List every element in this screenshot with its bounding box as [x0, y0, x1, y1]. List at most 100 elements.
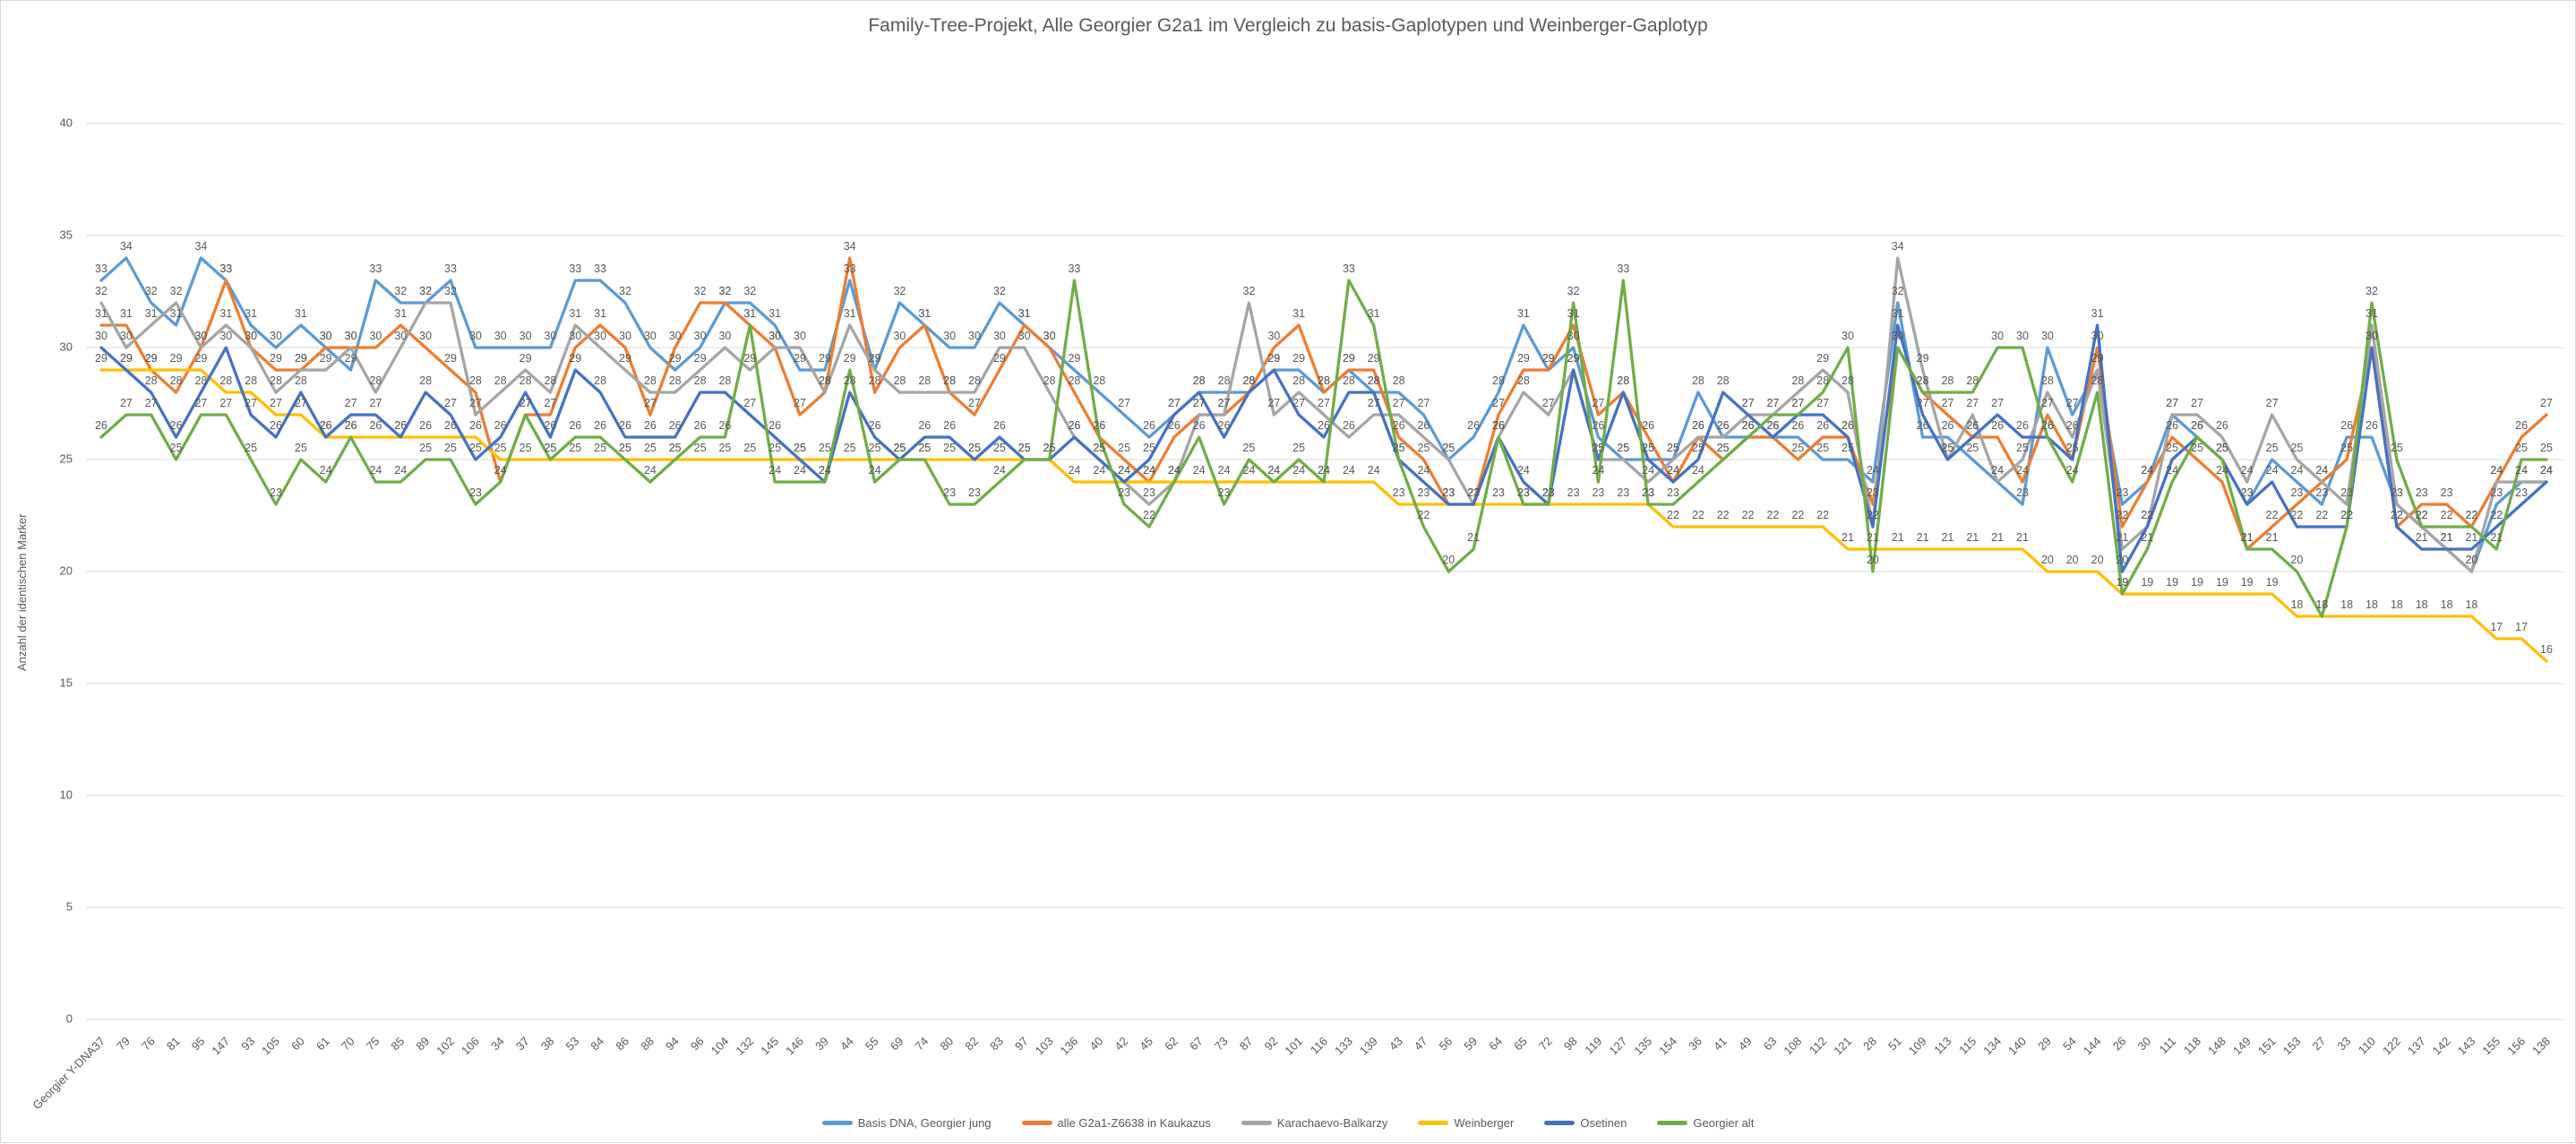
svg-text:40: 40 [60, 116, 73, 129]
svg-text:30: 30 [644, 330, 657, 342]
svg-text:26: 26 [2191, 419, 2203, 432]
svg-text:28: 28 [1393, 374, 1405, 387]
svg-text:28: 28 [819, 374, 831, 387]
svg-text:24: 24 [1168, 464, 1181, 477]
svg-text:24: 24 [2490, 464, 2503, 477]
svg-text:26: 26 [2016, 419, 2029, 432]
svg-text:26: 26 [2191, 419, 2203, 432]
svg-text:20: 20 [2290, 554, 2303, 566]
svg-text:30: 30 [1043, 330, 1056, 342]
svg-text:25: 25 [968, 442, 981, 454]
legend-item-osetinen[interactable]: Osetinen [1544, 1116, 1627, 1130]
legend-item-karachaevo-balkarzy[interactable]: Karachaevo-Balkarzy [1241, 1116, 1387, 1130]
svg-text:26: 26 [494, 419, 507, 432]
svg-text:21: 21 [1917, 531, 1929, 544]
svg-text:28: 28 [170, 374, 183, 387]
svg-text:19: 19 [2116, 576, 2128, 589]
svg-text:25: 25 [918, 442, 931, 454]
svg-text:27: 27 [1218, 397, 1231, 409]
svg-text:30: 30 [194, 330, 207, 342]
svg-text:20: 20 [2465, 554, 2477, 566]
svg-text:21: 21 [2241, 531, 2254, 544]
svg-text:25: 25 [743, 442, 756, 454]
svg-text:24: 24 [2290, 464, 2303, 477]
svg-text:25: 25 [1442, 442, 1455, 454]
svg-text:103: 103 [1033, 1035, 1056, 1058]
svg-text:29: 29 [2091, 352, 2104, 365]
svg-text:29: 29 [1517, 352, 1530, 365]
svg-text:28: 28 [1193, 374, 1206, 387]
svg-text:30: 30 [270, 330, 282, 342]
svg-text:25: 25 [893, 442, 906, 454]
svg-text:27: 27 [519, 397, 532, 409]
svg-text:31: 31 [918, 307, 931, 320]
svg-text:25: 25 [295, 442, 307, 454]
legend-item-alle-g2a1-z6638-in-kaukazus[interactable]: alle G2a1-Z6638 in Kaukazus [1021, 1116, 1211, 1130]
svg-text:21: 21 [2241, 531, 2254, 544]
svg-text:27: 27 [2266, 397, 2279, 409]
svg-text:23: 23 [2116, 486, 2128, 499]
svg-text:25: 25 [2216, 442, 2228, 454]
svg-text:23: 23 [2490, 486, 2503, 499]
svg-text:28: 28 [869, 374, 881, 387]
svg-text:23: 23 [1442, 486, 1455, 499]
svg-text:26: 26 [1766, 419, 1779, 432]
svg-text:26: 26 [2166, 419, 2178, 432]
y-axis-labels: 0 5 10 15 20 25 30 35 40 [60, 116, 73, 1025]
svg-text:25: 25 [1417, 442, 1430, 454]
svg-text:28: 28 [2041, 374, 2054, 387]
legend-item-basis-dna-georgier-jung[interactable]: Basis DNA, Georgier jung [821, 1116, 992, 1130]
svg-text:25: 25 [968, 442, 981, 454]
svg-text:29: 29 [95, 352, 107, 365]
legend-label: Weinberger [1454, 1116, 1515, 1130]
svg-text:27: 27 [469, 397, 482, 409]
svg-text:21: 21 [2490, 531, 2503, 544]
svg-text:27: 27 [2166, 397, 2178, 409]
svg-text:155: 155 [2479, 1035, 2503, 1058]
svg-text:27: 27 [2166, 397, 2178, 409]
svg-text:30: 30 [494, 330, 507, 342]
svg-text:69: 69 [888, 1035, 906, 1054]
svg-text:26: 26 [170, 419, 183, 432]
svg-text:29: 29 [1917, 352, 1929, 365]
svg-text:23: 23 [1218, 486, 1231, 499]
svg-text:33: 33 [219, 262, 232, 275]
svg-text:21: 21 [2441, 531, 2453, 544]
svg-text:29: 29 [1567, 352, 1580, 365]
svg-text:26: 26 [320, 419, 332, 432]
svg-text:23: 23 [1393, 486, 1405, 499]
svg-text:23: 23 [943, 486, 956, 499]
svg-text:112: 112 [1807, 1035, 1829, 1057]
svg-text:95: 95 [189, 1035, 208, 1054]
svg-text:28: 28 [1218, 374, 1231, 387]
svg-text:30: 30 [943, 330, 956, 342]
svg-text:27: 27 [1368, 397, 1380, 409]
legend-item-weinberger[interactable]: Weinberger [1418, 1116, 1514, 1130]
svg-text:19: 19 [2166, 576, 2178, 589]
svg-text:65: 65 [1511, 1035, 1530, 1054]
svg-text:29: 29 [2091, 352, 2104, 365]
svg-text:21: 21 [2116, 531, 2128, 544]
svg-text:25: 25 [2290, 442, 2303, 454]
svg-text:29: 29 [295, 352, 307, 365]
svg-text:19: 19 [2216, 576, 2228, 589]
svg-text:138: 138 [2529, 1035, 2553, 1058]
svg-text:28: 28 [2091, 374, 2104, 387]
svg-text:26: 26 [1143, 419, 1155, 432]
svg-text:32: 32 [743, 285, 756, 297]
svg-text:22: 22 [1766, 509, 1779, 521]
svg-text:30: 30 [2366, 330, 2378, 342]
svg-text:27: 27 [2540, 397, 2553, 409]
svg-text:23: 23 [2016, 486, 2029, 499]
svg-text:19: 19 [2141, 576, 2153, 589]
svg-text:25: 25 [619, 442, 631, 454]
svg-text:23: 23 [1642, 486, 1654, 499]
svg-text:26: 26 [1816, 419, 1829, 432]
svg-text:29: 29 [145, 352, 158, 365]
svg-text:24: 24 [1667, 464, 1679, 477]
svg-text:26: 26 [1742, 419, 1755, 432]
legend-item-georgier-alt[interactable]: Georgier alt [1657, 1116, 1754, 1130]
svg-text:26: 26 [1318, 419, 1330, 432]
svg-text:76: 76 [139, 1035, 158, 1054]
svg-text:26: 26 [2066, 419, 2079, 432]
